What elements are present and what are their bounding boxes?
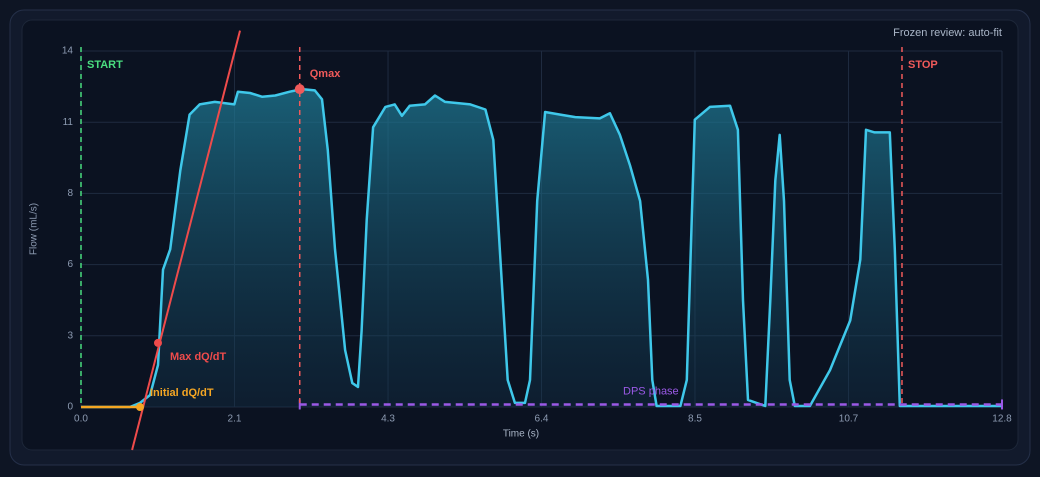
phase-label: DPS phase xyxy=(623,385,679,397)
x-tick-label: 10.7 xyxy=(839,414,859,425)
tangent-point xyxy=(153,338,162,347)
x-tick-label: 0.0 xyxy=(74,414,88,425)
marker-label: STOP xyxy=(908,59,938,71)
initial-point xyxy=(136,403,145,411)
flow-line xyxy=(81,87,1002,409)
y-tick-label: 6 xyxy=(67,259,73,270)
qmax-label: Qmax xyxy=(310,68,341,80)
status-text: Frozen review: auto-fit xyxy=(893,27,1002,39)
marker-label: START xyxy=(87,59,123,71)
x-tick-label: 4.3 xyxy=(381,414,395,425)
x-tick-label: 6.4 xyxy=(535,414,549,425)
y-tick-label: 8 xyxy=(67,188,73,199)
qmax-point xyxy=(294,84,305,95)
initial-label: Initial dQ/dT xyxy=(150,387,214,399)
y-tick-label: 14 xyxy=(62,46,74,57)
x-axis-label: Time (s) xyxy=(503,429,539,440)
x-tick-label: 2.1 xyxy=(228,414,242,425)
y-tick-label: 3 xyxy=(67,330,73,341)
y-tick-label: 11 xyxy=(63,117,74,128)
y-tick-label: 0 xyxy=(67,402,73,413)
x-tick-label: 8.5 xyxy=(688,414,702,425)
x-tick-label: 12.8 xyxy=(992,414,1012,425)
flow-area xyxy=(81,89,1002,407)
tangent-label: Max dQ/dT xyxy=(170,351,227,363)
tangent-line xyxy=(131,30,241,451)
y-axis-label: Flow (mL/s) xyxy=(29,203,40,255)
